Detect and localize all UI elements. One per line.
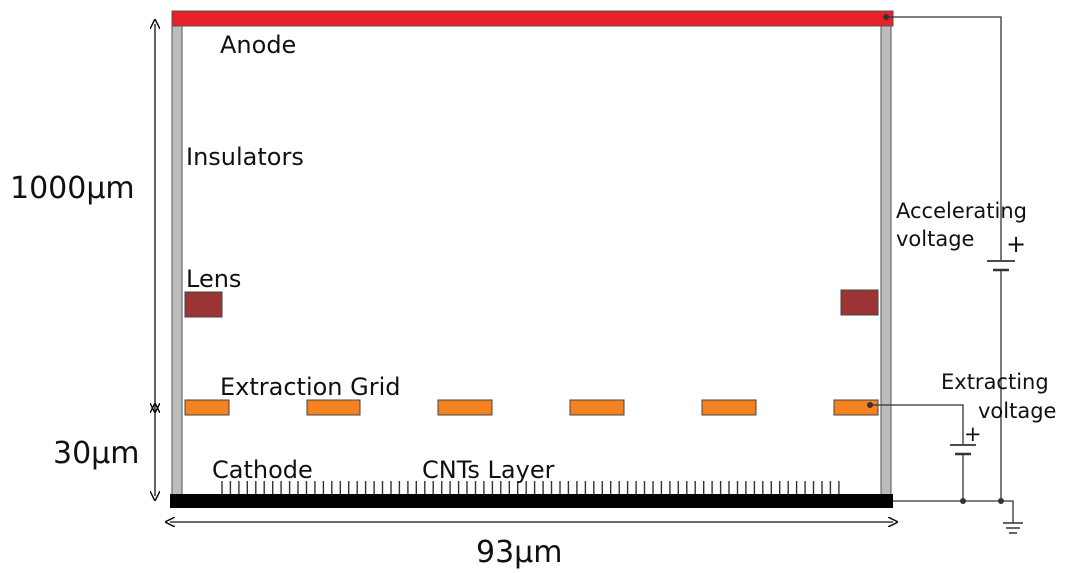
insulators-label: Insulators [186,143,304,171]
grid-segment [184,399,230,416]
accelerating-voltage-label-line2: voltage [896,227,974,251]
cnt-layer [221,481,840,494]
height-gap-label: 30μm [53,436,139,471]
extracting-voltage-label-line2: voltage [978,399,1056,423]
grid-segment [569,399,625,416]
extraction-grid [184,399,879,416]
dimension-arrows [155,24,893,522]
extract-plus-sign: + [964,422,982,446]
height-total-label: 1000μm [10,171,135,206]
anode-wire [886,16,1002,260]
anode-label: Anode [220,31,296,59]
grid-junction-dot [867,402,873,408]
grid-segment [437,399,493,416]
grid-segment [833,399,879,416]
grid-segment [701,399,757,416]
cnts-layer-label: CNTs Layer [422,456,555,484]
cathode-wire [893,500,1014,523]
width-label: 93μm [476,535,562,570]
insulator-left [171,23,183,501]
lens-electrode-left [184,291,223,318]
junction-dot [960,498,966,504]
accel-plus-sign: + [1006,230,1026,258]
circuit-wiring [870,16,1015,523]
anode-plate [171,10,894,27]
extracting-voltage-label-line1: Extracting [941,370,1049,394]
anode-junction-dot [883,14,889,20]
junction-dot [998,498,1004,504]
grid-segment [306,399,361,416]
accelerating-voltage-label-line1: Accelerating [896,199,1027,223]
cathode-label: Cathode [212,456,313,484]
extraction-grid-label: Extraction Grid [220,373,401,401]
grid-wire [870,404,964,444]
cathode-plate [170,494,893,508]
lens-electrode-right [840,289,879,316]
ground-symbol-icon [1003,522,1023,534]
insulator-right [880,23,892,501]
lens-label: Lens [186,265,241,293]
